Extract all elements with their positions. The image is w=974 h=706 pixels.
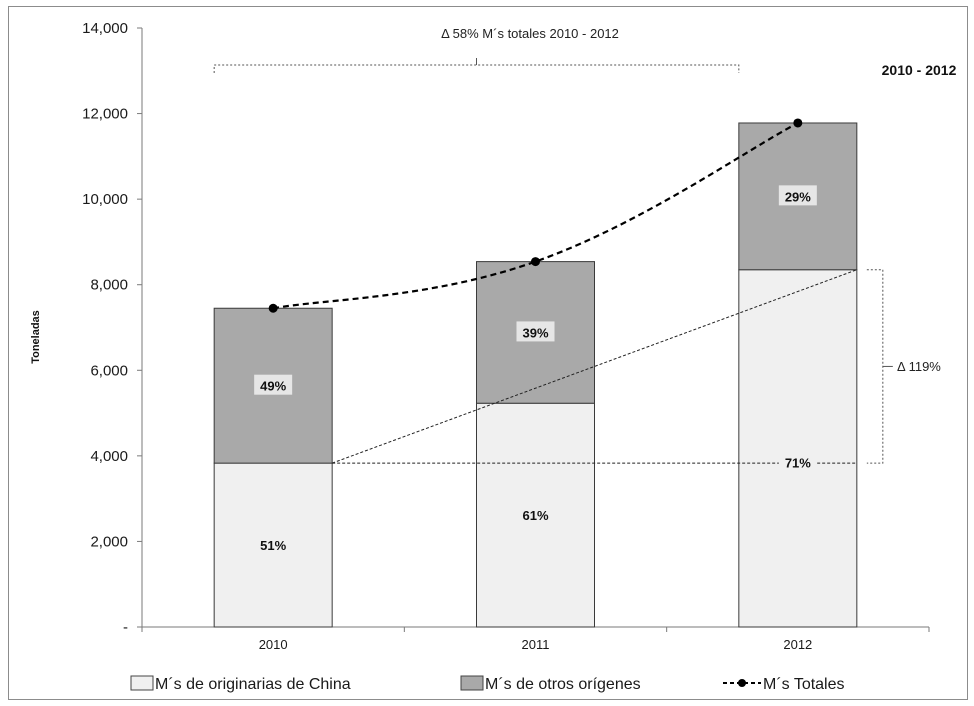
bar-china <box>738 269 858 628</box>
data-label-china: 61% <box>522 508 548 523</box>
y-tick-label: 12,000 <box>82 106 128 123</box>
y-tick-label: 6,000 <box>90 362 128 379</box>
legend: M´s de originarias de China M´s de otros … <box>130 675 845 693</box>
y-tick-label: 10,000 <box>82 191 128 208</box>
x-tick-label: 2010 <box>259 637 288 652</box>
data-label-otros: 29% <box>785 189 811 204</box>
totales-line <box>272 122 799 310</box>
x-tick-label: 2011 <box>522 637 550 652</box>
legend-swatch <box>460 675 484 691</box>
guide-lines <box>213 58 893 464</box>
totales-marker <box>268 303 278 313</box>
growth-guide-line <box>331 269 858 464</box>
labels: 51% 49% 61% 39% 71% 29% <box>254 185 817 555</box>
legend-item-china: M´s de originarias de China <box>130 675 351 693</box>
legend-item-totales: M´s Totales <box>723 676 845 693</box>
top-bracket <box>213 64 740 73</box>
y-tick-label: 8,000 <box>90 277 128 294</box>
side-bracket-annotation: Δ 119% <box>897 359 941 374</box>
y-tick-label: 4,000 <box>90 448 128 465</box>
side-bracket <box>866 269 884 464</box>
chart: - 2,000 4,000 6,000 8,000 10,000 12,000 14,000 2… <box>30 20 957 693</box>
bars <box>213 122 858 628</box>
data-label-otros: 49% <box>260 379 286 394</box>
legend-item-otros: M´s de otros orígenes <box>460 675 641 693</box>
totales-line-layer <box>268 118 803 313</box>
chart-frame: - 2,000 4,000 6,000 8,000 10,000 12,000 14,000 2… <box>8 6 968 700</box>
data-label-otros-bg <box>778 185 817 206</box>
y-tick-label: 2,000 <box>90 533 128 550</box>
data-label-otros-bg <box>516 321 555 342</box>
axes: - 2,000 4,000 6,000 8,000 10,000 12,000 14,000 2… <box>82 20 930 652</box>
legend-swatch <box>130 675 154 691</box>
data-label-otros: 39% <box>522 325 548 340</box>
legend-label: M´s de otros orígenes <box>485 676 641 693</box>
totales-marker <box>793 118 803 128</box>
legend-label: M´s de originarias de China <box>155 676 351 693</box>
y-axis-label: Toneladas <box>30 310 42 364</box>
data-label-otros-bg <box>254 374 293 395</box>
data-label-china-bg <box>516 504 555 525</box>
top-bracket-annotation: Δ 58% M´s totales 2010 - 2012 <box>441 26 619 41</box>
y-tick-label: - <box>123 619 128 636</box>
data-label-china-bg <box>778 451 817 472</box>
totales-marker <box>531 257 540 267</box>
data-label-china-bg <box>254 534 293 555</box>
y-tick-label: 14,000 <box>82 20 128 37</box>
period-label: 2010 - 2012 <box>882 62 957 78</box>
data-label-china: 51% <box>260 538 286 553</box>
x-tick-label: 2012 <box>783 637 812 652</box>
legend-label: M´s Totales <box>763 676 845 693</box>
legend-marker <box>738 679 746 687</box>
data-label-china: 71% <box>785 456 811 471</box>
